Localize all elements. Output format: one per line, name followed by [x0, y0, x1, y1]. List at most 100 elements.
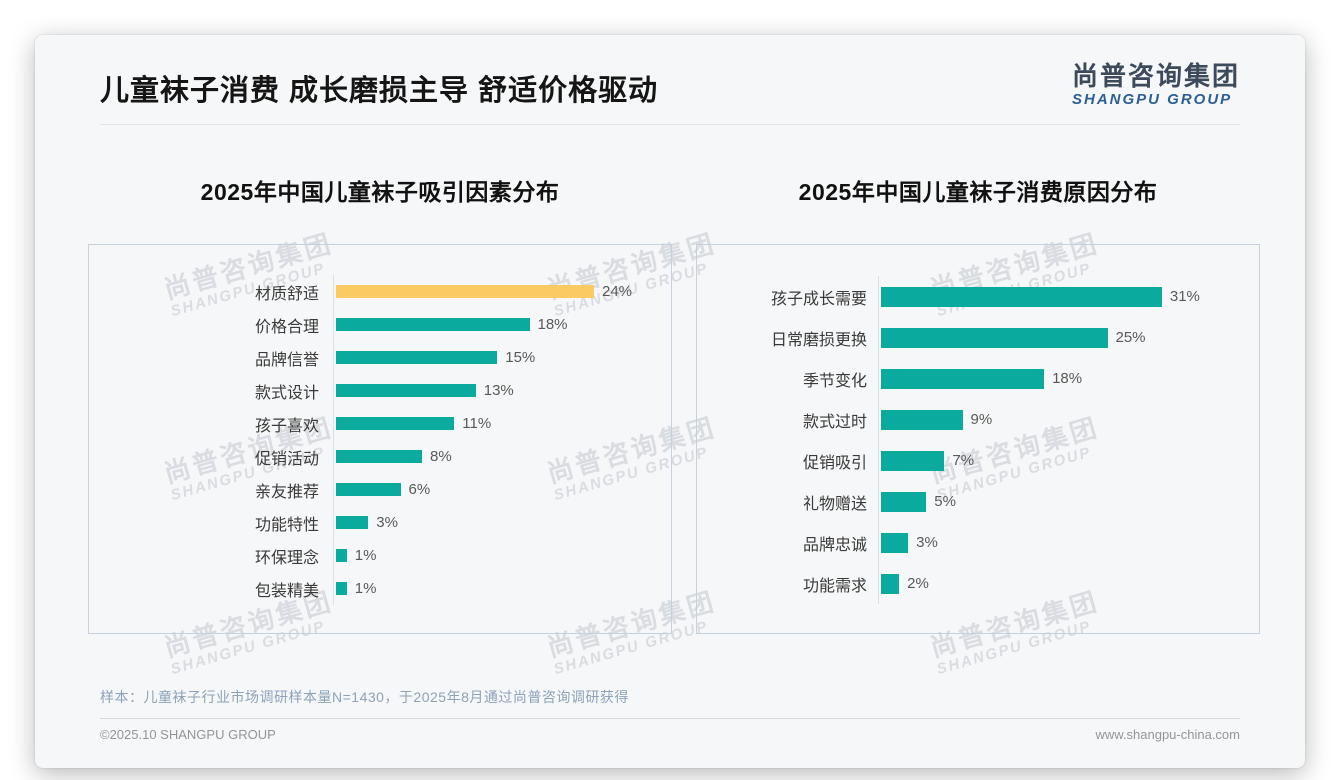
bar	[336, 384, 476, 397]
charts-area: 2025年中国儿童袜子吸引因素分布 材质舒适 24% 价格合理 18% 品牌信誉 15% 款…	[35, 177, 1305, 634]
category-label: 日常磨损更换	[770, 331, 867, 349]
value-label: 1%	[354, 580, 377, 597]
value-label: 9%	[970, 411, 993, 428]
category-label: 季节变化	[802, 372, 867, 390]
sample-footnote: 样本：儿童袜子行业市场调研样本量N=1430，于2025年8月通过尚普咨询调研获…	[100, 689, 629, 705]
right-chart-column: 2025年中国儿童袜子消费原因分布 孩子成长需要 31% 日常磨损更换 25% 季节变化…	[696, 177, 1260, 634]
bar-track: 3%	[878, 522, 1259, 563]
bar-track: 3%	[333, 506, 671, 539]
bar-track: 24%	[333, 275, 671, 308]
bar	[336, 483, 401, 496]
right-chart-body: 孩子成长需要 31% 日常磨损更换 25% 季节变化 18% 款式过时 9% 促销吸引 7% 礼物赠…	[697, 245, 1259, 604]
bar-track: 5%	[878, 481, 1259, 522]
category-label: 孩子成长需要	[770, 290, 867, 308]
chart-row: 日常磨损更换 25%	[697, 317, 1259, 358]
page-title: 儿童袜子消费 成长磨损主导 舒适价格驱动	[100, 75, 659, 107]
value-label: 3%	[376, 514, 398, 531]
chart-row: 促销活动 8%	[89, 440, 671, 473]
bar	[336, 582, 347, 595]
bar-track: 6%	[333, 473, 671, 506]
category-label: 品牌忠诚	[802, 536, 867, 554]
bar	[881, 450, 945, 471]
right-chart-title: 2025年中国儿童袜子消费原因分布	[798, 179, 1158, 205]
chart-row: 价格合理 18%	[89, 308, 671, 341]
chart-row: 孩子成长需要 31%	[697, 276, 1259, 317]
logo-english-name: SHANGPU GROUP	[1071, 91, 1233, 108]
bar	[881, 327, 1108, 348]
value-label: 13%	[483, 382, 514, 399]
bar	[336, 417, 455, 430]
slide-card: 尚普咨询集团 SHANGPU GROUP 尚普咨询集团 SHANGPU GROU…	[35, 35, 1305, 768]
bar-track: 1%	[333, 572, 671, 605]
chart-row: 品牌信誉 15%	[89, 341, 671, 374]
right-chart-panel: 孩子成长需要 31% 日常磨损更换 25% 季节变化 18% 款式过时 9% 促销吸引 7% 礼物赠…	[696, 244, 1260, 634]
chart-row: 功能需求 2%	[697, 563, 1259, 604]
bar	[881, 491, 927, 512]
category-label: 价格合理	[254, 318, 319, 336]
chart-row: 包装精美 1%	[89, 572, 671, 605]
chart-row: 环保理念 1%	[89, 539, 671, 572]
bar	[336, 450, 422, 463]
bar-track: 7%	[878, 440, 1259, 481]
bar-track: 8%	[333, 440, 671, 473]
chart-row: 促销吸引 7%	[697, 440, 1259, 481]
category-label: 促销吸引	[802, 454, 867, 472]
bar-track: 1%	[333, 539, 671, 572]
chart-row: 款式过时 9%	[697, 399, 1259, 440]
bar	[881, 573, 900, 594]
bar	[336, 516, 369, 529]
header-divider	[100, 124, 1240, 125]
bar-track: 9%	[878, 399, 1259, 440]
category-label: 款式设计	[254, 384, 319, 402]
chart-row: 季节变化 18%	[697, 358, 1259, 399]
category-label: 品牌信誉	[254, 351, 319, 369]
bar-track: 15%	[333, 341, 671, 374]
bar	[881, 409, 963, 430]
bar-track: 13%	[333, 374, 671, 407]
value-label: 2%	[907, 575, 929, 592]
category-label: 材质舒适	[254, 285, 319, 303]
value-label: 3%	[916, 534, 938, 551]
logo-chinese-name: 尚普咨询集团	[1071, 61, 1240, 91]
bar	[336, 318, 530, 331]
chart-row: 礼物赠送 5%	[697, 481, 1259, 522]
footer-website: www.shangpu-china.com	[1095, 727, 1240, 742]
value-label: 25%	[1115, 329, 1146, 346]
value-label: 31%	[1169, 288, 1200, 305]
category-label: 孩子喜欢	[254, 417, 319, 435]
chart-row: 亲友推荐 6%	[89, 473, 671, 506]
left-chart-title: 2025年中国儿童袜子吸引因素分布	[200, 179, 560, 205]
chart-row: 品牌忠诚 3%	[697, 522, 1259, 563]
footer: ©2025.10 SHANGPU GROUP www.shangpu-china…	[35, 719, 1305, 742]
value-label: 18%	[1052, 370, 1083, 387]
bar-track: 2%	[878, 563, 1259, 604]
bar	[336, 549, 347, 562]
bar	[336, 351, 498, 364]
left-chart-body: 材质舒适 24% 价格合理 18% 品牌信誉 15% 款式设计 13% 孩子喜欢 11% 促销活动 8…	[89, 245, 671, 605]
value-label: 15%	[505, 349, 536, 366]
chart-row: 款式设计 13%	[89, 374, 671, 407]
bar-track: 18%	[878, 358, 1259, 399]
bar	[881, 286, 1162, 307]
value-label: 1%	[354, 547, 377, 564]
value-label: 11%	[462, 415, 492, 432]
left-chart-column: 2025年中国儿童袜子吸引因素分布 材质舒适 24% 价格合理 18% 品牌信誉 15% 款…	[88, 177, 672, 634]
category-label: 环保理念	[254, 549, 319, 567]
footer-copyright: ©2025.10 SHANGPU GROUP	[100, 727, 276, 742]
value-label: 24%	[602, 283, 633, 300]
category-label: 功能需求	[802, 577, 867, 595]
category-label: 促销活动	[254, 450, 319, 468]
footer-divider	[100, 718, 1240, 719]
value-label: 5%	[934, 493, 956, 510]
header: 儿童袜子消费 成长磨损主导 舒适价格驱动 尚普咨询集团 SHANGPU GROU…	[35, 35, 1305, 109]
left-chart-panel: 材质舒适 24% 价格合理 18% 品牌信誉 15% 款式设计 13% 孩子喜欢 11% 促销活动 8…	[88, 244, 672, 634]
bar	[336, 285, 594, 298]
category-label: 款式过时	[802, 413, 867, 431]
bar-track: 18%	[333, 308, 671, 341]
chart-row: 功能特性 3%	[89, 506, 671, 539]
category-label: 功能特性	[254, 516, 319, 534]
bar-track: 11%	[333, 407, 671, 440]
value-label: 8%	[430, 448, 452, 465]
category-label: 包装精美	[254, 582, 319, 600]
chart-row: 孩子喜欢 11%	[89, 407, 671, 440]
